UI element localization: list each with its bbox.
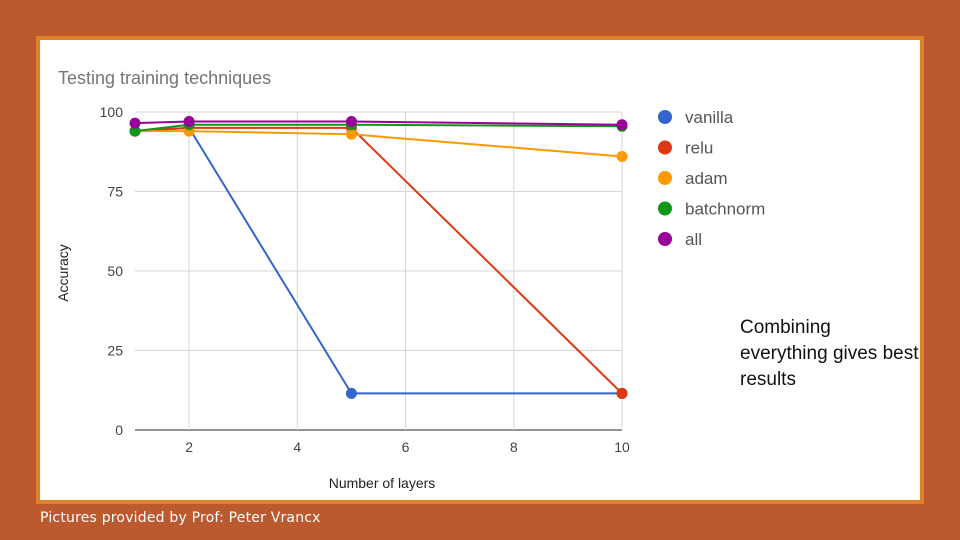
legend-label-relu: relu (685, 139, 713, 158)
x-tick-label: 2 (185, 439, 193, 455)
y-tick-label: 75 (107, 184, 123, 200)
data-point-adam (345, 128, 357, 140)
legend-label-batchnorm: batchnorm (685, 200, 765, 219)
data-point-all (183, 116, 195, 128)
series-line-relu (134, 126, 623, 395)
legend-label-all: all (685, 230, 702, 249)
x-tick-label: 8 (510, 439, 518, 455)
data-point-batchnorm (129, 125, 141, 137)
x-tick-label: 4 (293, 439, 301, 455)
series-line-all (134, 120, 623, 126)
y-tick-label: 25 (107, 343, 123, 359)
data-point-relu (616, 387, 628, 399)
annotation-text: Combining everything gives best results (740, 317, 919, 390)
x-tick-label: 6 (402, 439, 410, 455)
y-axis-label: Accuracy (55, 244, 71, 302)
y-tick-label: 50 (107, 263, 123, 279)
data-point-all (129, 117, 141, 129)
series-line-batchnorm (134, 123, 623, 133)
legend-marker-adam (658, 171, 672, 185)
series-line-vanilla (134, 126, 622, 395)
data-point-vanilla (345, 387, 357, 399)
legend-label-adam: adam (685, 169, 728, 188)
legend-marker-all (658, 232, 672, 246)
x-tick-label: 10 (614, 439, 630, 455)
y-tick-label: 100 (100, 104, 124, 120)
legend-marker-batchnorm (658, 201, 672, 216)
chart-title: Testing training techniques (58, 68, 271, 88)
series-line-adam (135, 130, 623, 158)
x-axis-label: Number of layers (329, 475, 436, 491)
data-point-adam (616, 151, 628, 163)
legend-label-vanilla: vanilla (685, 108, 734, 127)
data-point-all (616, 119, 628, 131)
credit-text: Pictures provided by Prof: Peter Vrancx (40, 510, 321, 526)
y-tick-label: 0 (115, 422, 123, 438)
data-point-all (345, 116, 357, 128)
slide-frame: Testing training techniques 0 25 50 75 100 2 4… (36, 36, 924, 504)
legend-marker-relu (658, 140, 672, 155)
line-chart: Testing training techniques 0 25 50 75 100 2 4… (55, 68, 765, 491)
legend-marker-vanilla (658, 110, 672, 124)
